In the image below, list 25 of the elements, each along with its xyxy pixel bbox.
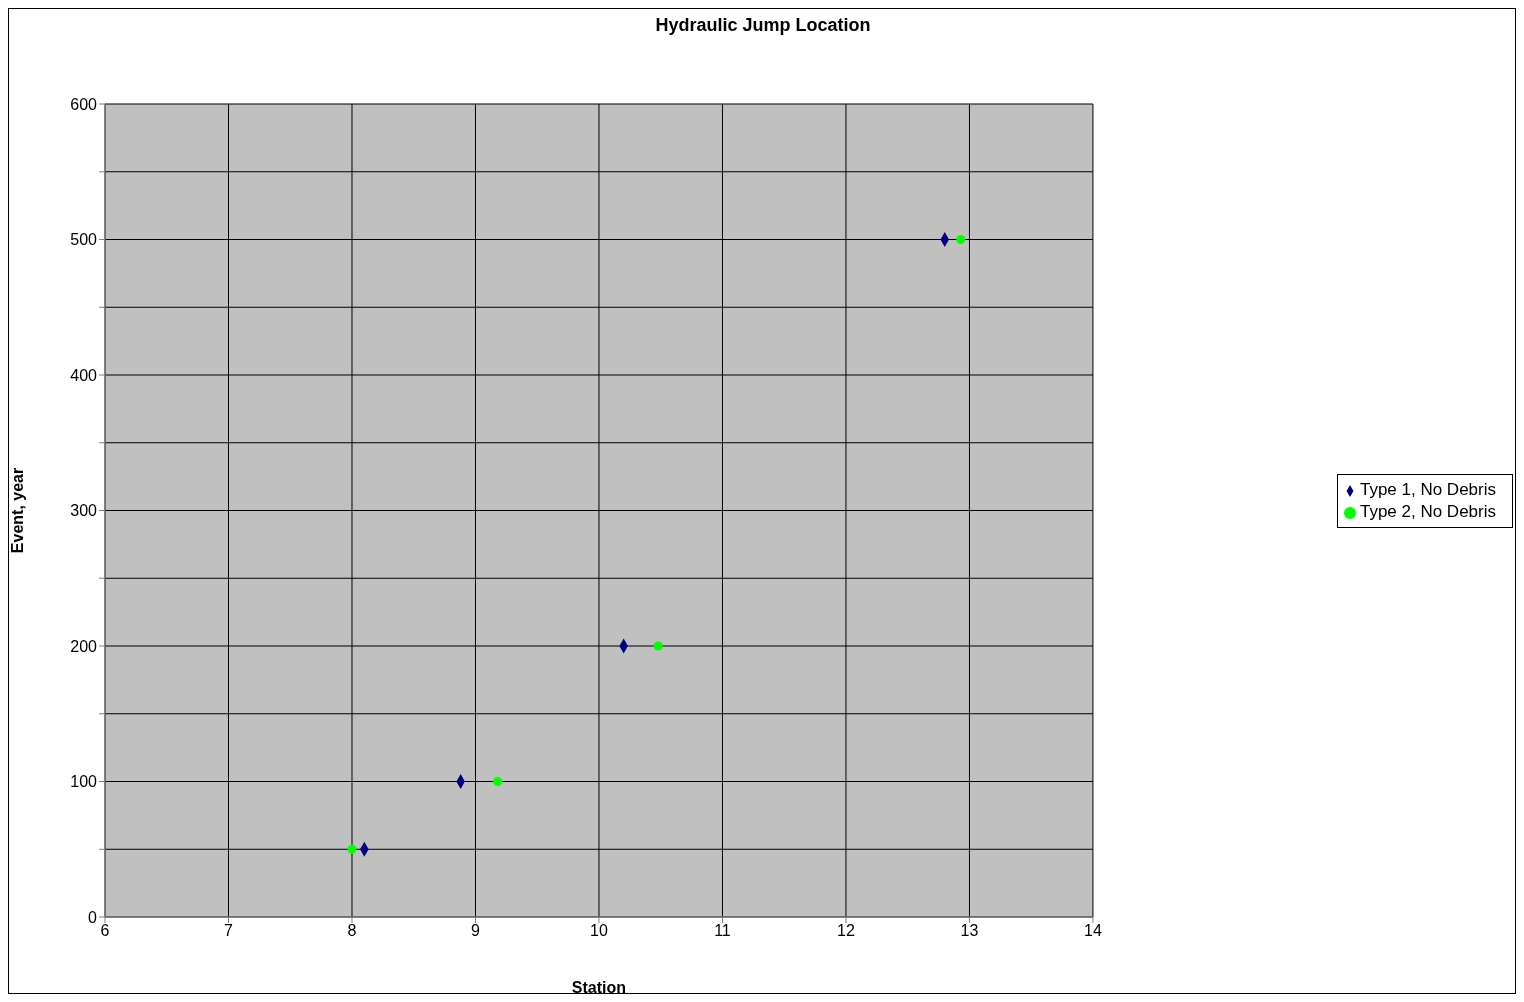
point <box>956 234 966 245</box>
y-axis-title: Event, year <box>8 467 26 554</box>
y-tick-label: 400 <box>70 366 98 384</box>
x-tick-label: 13 <box>960 922 979 940</box>
x-tick-label: 9 <box>471 922 481 940</box>
point <box>347 844 357 854</box>
legend-label: Type 1, No Debris <box>1359 480 1496 499</box>
x-tick-label: 10 <box>590 922 608 940</box>
y-tick-label: 600 <box>70 95 98 113</box>
x-tick-label: 8 <box>347 922 357 940</box>
x-tick-label: 6 <box>100 922 110 940</box>
point <box>493 776 503 787</box>
x-tick-label: 7 <box>224 922 234 940</box>
y-tick-label: 500 <box>70 231 98 249</box>
point <box>653 641 663 651</box>
legend-label: Type 2, No Debris <box>1359 502 1496 521</box>
x-axis-title: Station <box>571 979 627 996</box>
y-tick-label: 300 <box>70 502 98 520</box>
chart-title: Hydraulic Jump Location <box>654 15 872 36</box>
x-tick-label: 14 <box>1084 922 1102 940</box>
y-tick-label: 200 <box>70 637 98 655</box>
y-tick-label: 0 <box>88 908 98 926</box>
x-tick-label: 12 <box>837 922 855 940</box>
x-tick-label: 11 <box>714 922 731 940</box>
y-tick-label: 100 <box>70 773 98 791</box>
